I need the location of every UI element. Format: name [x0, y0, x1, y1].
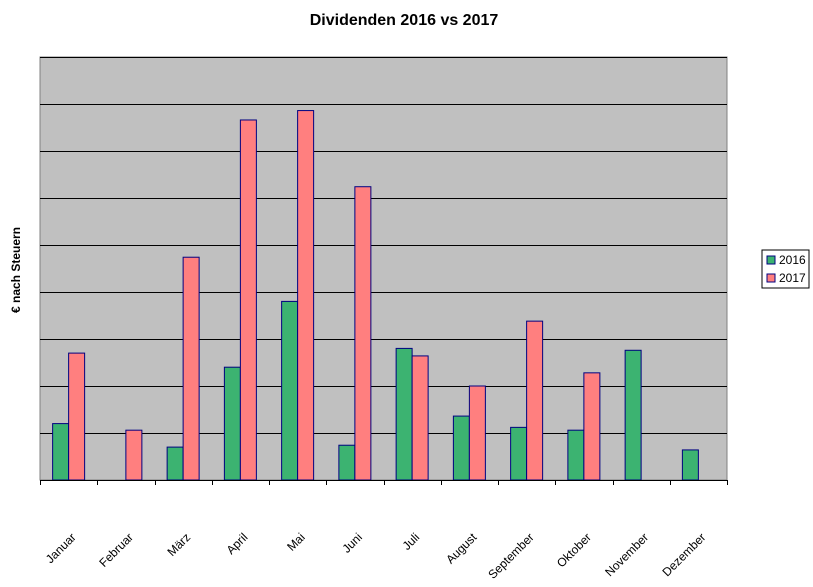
- legend-swatch-2016: [766, 255, 776, 265]
- bar-2016-september: [510, 426, 528, 481]
- bar-2016-juli: [395, 347, 413, 481]
- bar-2016-dezember: [681, 449, 699, 481]
- y-axis-label: € nach Steuern: [9, 227, 23, 313]
- bar-2016-november: [624, 349, 642, 481]
- x-tick-label: Juli: [400, 530, 423, 553]
- x-tick-label: Oktober: [554, 530, 594, 570]
- bars: [52, 110, 699, 481]
- x-tick-label: September: [485, 530, 536, 581]
- bar-2016-januar: [52, 423, 70, 481]
- bar-2016-august: [452, 415, 470, 481]
- chart-title: Dividenden 2016 vs 2017: [310, 12, 499, 29]
- bar-2017-juni: [354, 186, 372, 481]
- bar-2017-januar: [68, 352, 86, 481]
- x-tick-label: April: [224, 530, 251, 557]
- plot-area: [39, 56, 728, 481]
- bar-2016-april: [223, 366, 241, 481]
- bar-2017-februar: [125, 429, 143, 481]
- bar-2017-juli: [411, 355, 429, 481]
- bar-2017-september: [526, 320, 544, 481]
- gridlines: [40, 57, 727, 434]
- x-tick-label: Januar: [43, 530, 79, 566]
- legend-label-2016: 2016: [779, 253, 806, 267]
- bar-2017-april: [239, 119, 257, 481]
- bar-2017-oktober: [583, 372, 601, 481]
- legend: 2016 2017: [761, 249, 810, 289]
- x-tick-label: November: [602, 530, 651, 579]
- bar-2016-oktober: [567, 429, 585, 481]
- x-tick-label: März: [164, 530, 193, 559]
- x-tick-label: Dezember: [659, 530, 708, 579]
- bar-2017-märz: [182, 256, 200, 481]
- bar-2016-juni: [338, 444, 356, 481]
- bar-2017-august: [468, 385, 486, 481]
- legend-swatch-2017: [766, 273, 776, 283]
- x-tick-label: Februar: [96, 530, 136, 570]
- bar-2016-mai: [281, 300, 299, 481]
- bar-2016-märz: [166, 446, 184, 481]
- x-tick-label: Mai: [284, 530, 308, 554]
- x-tick-label: Juni: [340, 530, 365, 555]
- bar-2017-mai: [297, 110, 315, 481]
- x-tick-label: August: [443, 530, 480, 567]
- legend-label-2017: 2017: [779, 271, 806, 285]
- x-axis: Januar Februar März April Mai Juni Juli August S…: [40, 480, 728, 582]
